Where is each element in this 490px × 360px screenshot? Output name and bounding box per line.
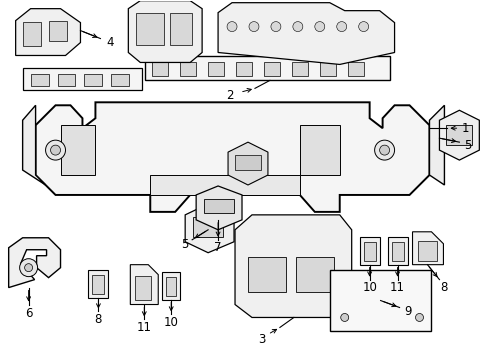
Polygon shape	[440, 110, 479, 160]
Circle shape	[227, 22, 237, 32]
Circle shape	[293, 22, 303, 32]
Polygon shape	[413, 232, 443, 265]
Circle shape	[375, 140, 394, 160]
Text: 5: 5	[181, 238, 189, 251]
Bar	[236, 62, 252, 76]
Polygon shape	[128, 1, 202, 62]
Bar	[204, 199, 234, 213]
Bar	[135, 276, 151, 300]
Polygon shape	[429, 105, 444, 185]
Bar	[446, 125, 472, 145]
Bar	[57, 75, 75, 86]
Polygon shape	[16, 9, 80, 55]
Text: 9: 9	[404, 305, 411, 318]
Circle shape	[359, 22, 368, 32]
Circle shape	[46, 140, 66, 160]
Text: 8: 8	[95, 313, 102, 326]
Circle shape	[315, 22, 325, 32]
Circle shape	[20, 259, 38, 276]
Text: 1: 1	[462, 122, 469, 135]
Text: 2: 2	[226, 89, 234, 102]
Bar	[166, 276, 176, 296]
Polygon shape	[130, 265, 158, 305]
Text: 4: 4	[107, 36, 114, 49]
Bar	[235, 155, 261, 170]
Circle shape	[337, 22, 347, 32]
Bar	[49, 21, 67, 41]
Bar	[248, 257, 286, 292]
Bar	[320, 62, 336, 76]
Bar	[417, 241, 438, 261]
Bar	[136, 13, 164, 45]
Bar	[170, 13, 192, 45]
Bar	[388, 237, 408, 265]
Text: 7: 7	[214, 241, 222, 254]
Polygon shape	[150, 175, 300, 195]
Polygon shape	[196, 186, 242, 230]
Bar	[152, 62, 168, 76]
Polygon shape	[36, 102, 429, 212]
Bar	[264, 62, 280, 76]
Polygon shape	[218, 3, 394, 64]
Text: 6: 6	[25, 307, 32, 320]
Circle shape	[50, 145, 61, 155]
Bar	[180, 62, 196, 76]
Bar	[392, 242, 404, 261]
Bar	[292, 62, 308, 76]
Bar	[330, 270, 432, 332]
Circle shape	[380, 145, 390, 155]
Polygon shape	[235, 215, 352, 318]
Circle shape	[416, 314, 423, 321]
Bar	[23, 22, 41, 45]
Bar	[364, 242, 376, 261]
Bar	[193, 217, 223, 237]
Text: 10: 10	[164, 316, 179, 329]
Bar	[348, 62, 364, 76]
Text: 11: 11	[390, 281, 405, 294]
Polygon shape	[9, 238, 61, 288]
Polygon shape	[23, 105, 46, 185]
Bar	[30, 75, 49, 86]
Text: 10: 10	[362, 281, 377, 294]
Bar	[296, 257, 334, 292]
Bar	[84, 75, 102, 86]
Polygon shape	[300, 125, 340, 175]
Circle shape	[249, 22, 259, 32]
Polygon shape	[185, 204, 234, 253]
Bar	[23, 68, 142, 90]
Text: 5: 5	[464, 139, 471, 152]
Bar	[89, 270, 108, 298]
Text: 8: 8	[441, 281, 448, 294]
Circle shape	[341, 314, 349, 321]
Bar	[93, 275, 104, 293]
Polygon shape	[61, 125, 96, 175]
Bar	[208, 62, 224, 76]
Bar	[360, 237, 380, 265]
Text: 3: 3	[258, 333, 266, 346]
Text: 11: 11	[137, 321, 152, 334]
Bar	[162, 272, 180, 300]
Bar	[111, 75, 129, 86]
Circle shape	[271, 22, 281, 32]
Circle shape	[24, 264, 33, 272]
Polygon shape	[228, 142, 268, 185]
Bar	[145, 57, 390, 80]
